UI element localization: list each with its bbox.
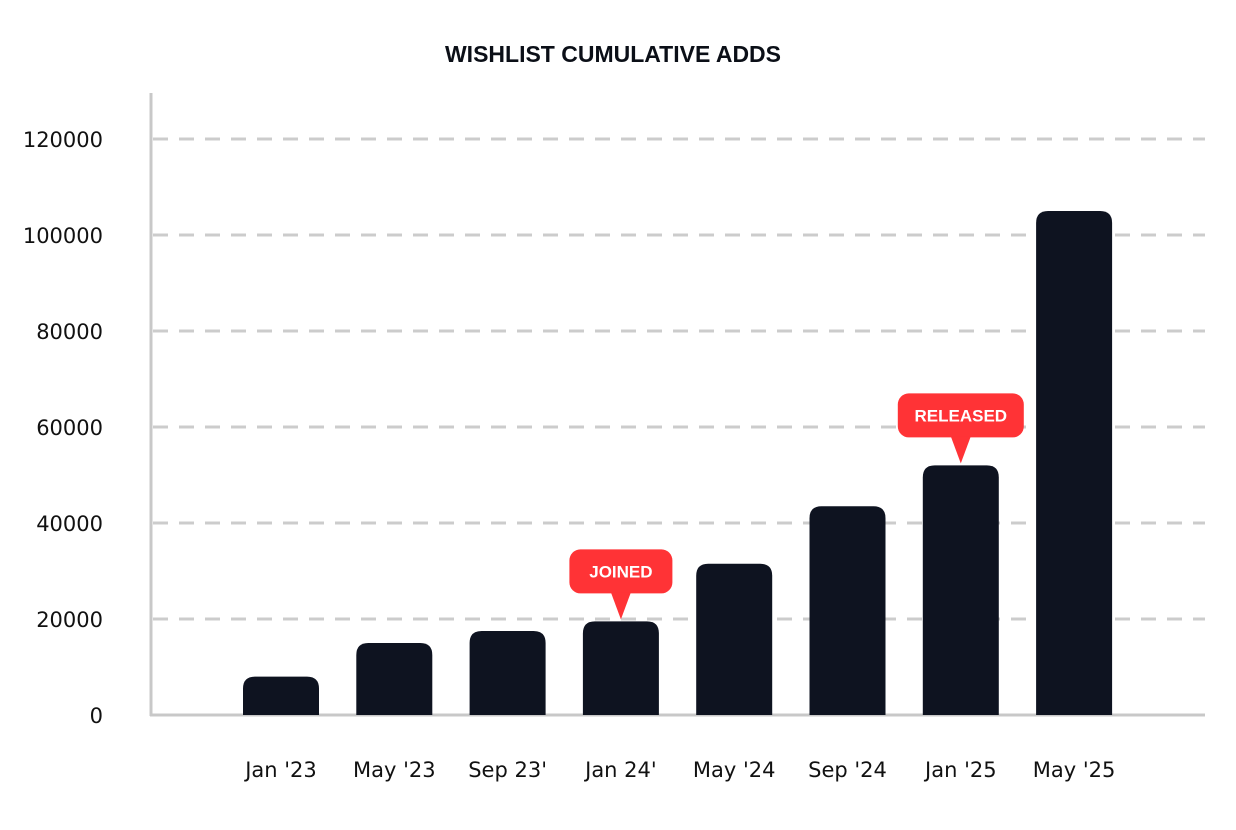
x-tick-label: May '24 xyxy=(693,758,776,782)
chart-title: WISHLIST CUMULATIVE ADDS xyxy=(445,41,781,67)
bar xyxy=(469,631,546,715)
y-tick-label: 40000 xyxy=(36,512,103,536)
gridlines xyxy=(153,137,1205,621)
annotation-bubble xyxy=(569,549,673,594)
annotation-pointer xyxy=(950,436,971,464)
annotation-label: RELEASED xyxy=(915,406,1008,425)
axes xyxy=(149,93,1205,717)
x-tick-label: May '25 xyxy=(1033,758,1116,782)
y-tick-label: 0 xyxy=(90,704,103,728)
x-tick-label: Sep '24 xyxy=(808,758,887,782)
y-tick-label: 20000 xyxy=(36,608,103,632)
annotation-bubble xyxy=(897,393,1024,438)
bar xyxy=(582,621,659,715)
annotation-pointer xyxy=(610,592,631,620)
x-tick-label: May '23 xyxy=(353,758,436,782)
x-tick-label: Sep 23' xyxy=(468,758,547,782)
bar xyxy=(243,676,319,715)
bar xyxy=(696,563,773,715)
bars xyxy=(243,211,1113,715)
bar xyxy=(1036,211,1113,715)
annotations: JOINED RELEASED xyxy=(569,393,1024,620)
y-tick-labels: 0 20000 40000 60000 80000 100000 120000 xyxy=(23,128,103,728)
x-tick-label: Jan 24' xyxy=(583,758,657,782)
annotation-callout: RELEASED xyxy=(897,393,1024,464)
bar xyxy=(356,643,433,715)
bar xyxy=(809,506,886,715)
x-tick-label: Jan '23 xyxy=(243,758,317,782)
y-tick-label: 120000 xyxy=(23,128,103,152)
annotation-callout: JOINED xyxy=(569,549,673,620)
annotation-label: JOINED xyxy=(589,562,652,581)
x-tick-labels: Jan '23 May '23 Sep 23' Jan 24' May '24 Sep '… xyxy=(243,758,1115,782)
x-tick-label: Jan '25 xyxy=(923,758,997,782)
bar xyxy=(922,465,999,715)
y-tick-label: 60000 xyxy=(36,416,103,440)
y-tick-label: 80000 xyxy=(36,320,103,344)
y-tick-label: 100000 xyxy=(23,224,103,248)
